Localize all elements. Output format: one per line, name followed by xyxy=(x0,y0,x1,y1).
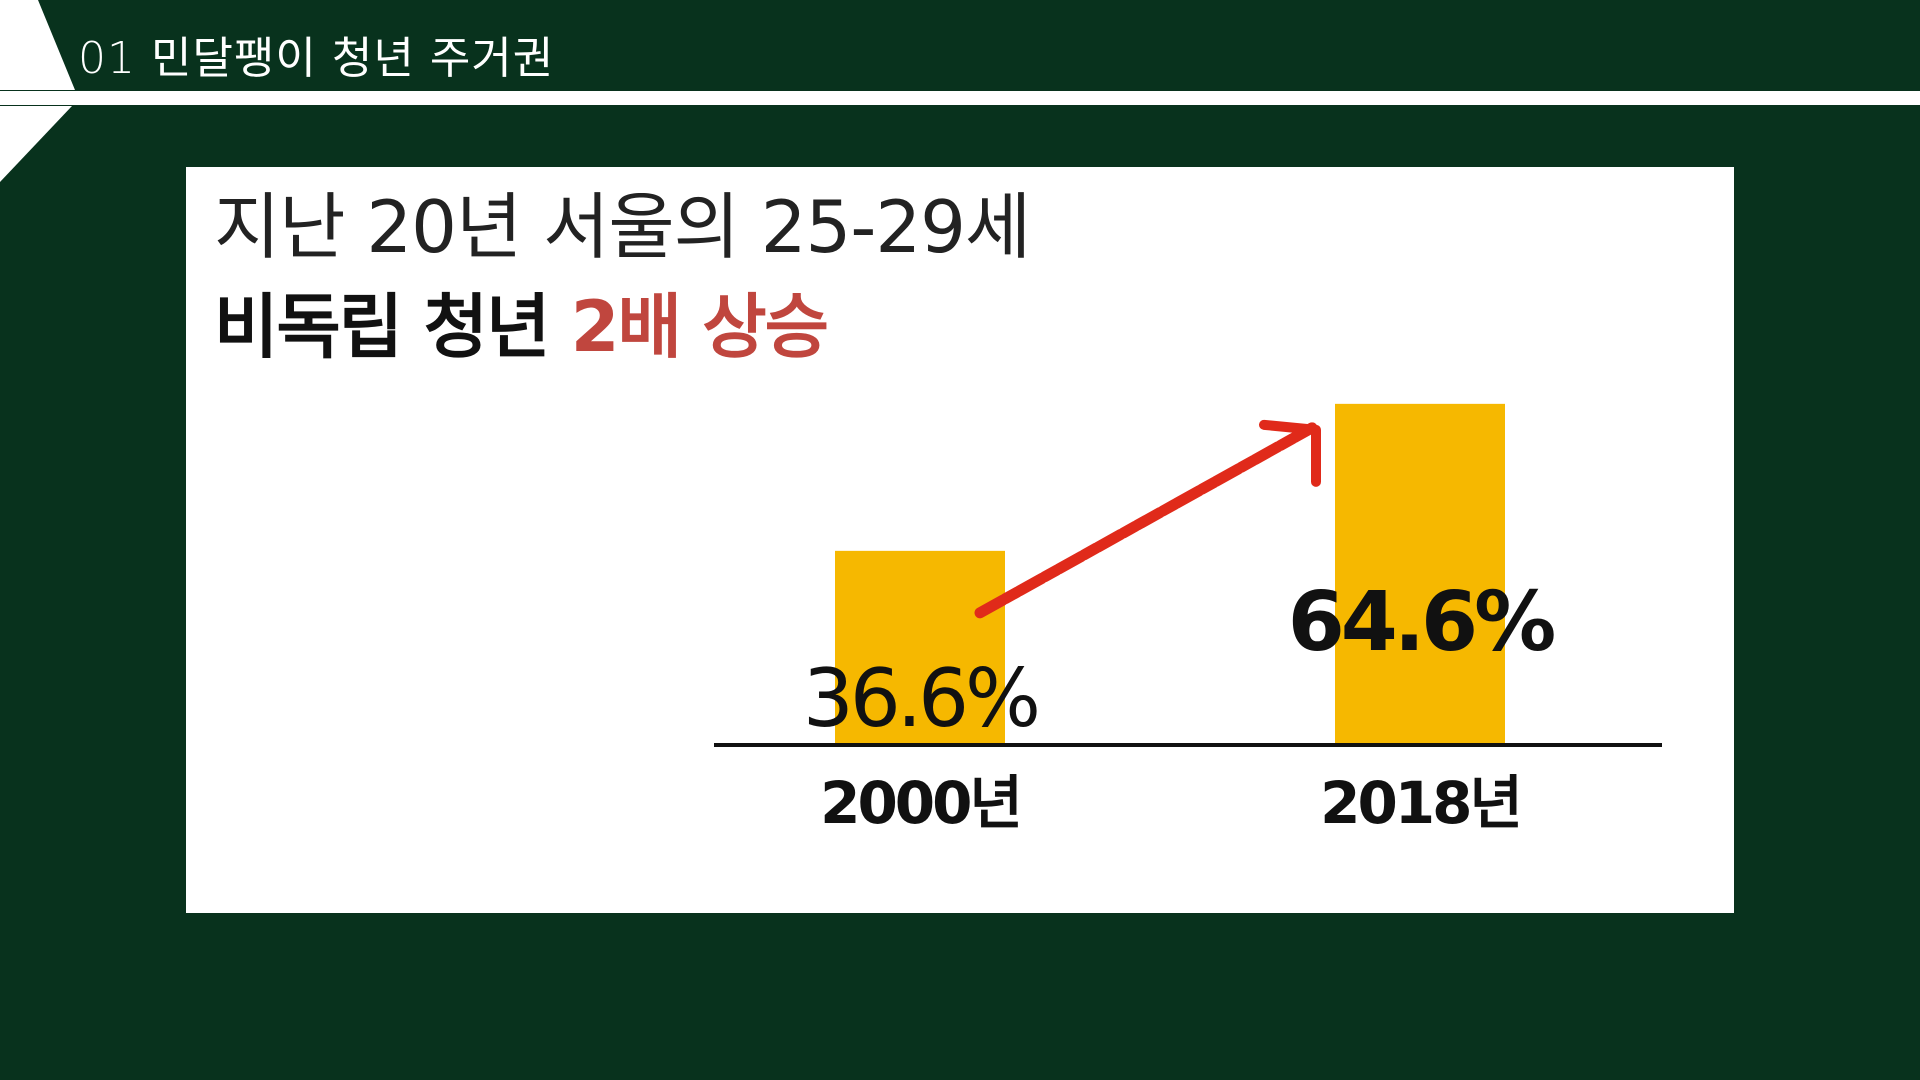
subhead-red-text: 2배 상승 xyxy=(570,286,829,368)
trend-arrow-line xyxy=(974,422,1318,619)
slide-headline: 지난 20년 서울의 25-29세 xyxy=(214,185,1031,269)
subhead-black-text: 비독립 청년 xyxy=(214,286,550,368)
slide-subhead: 비독립 청년 2배 상승 xyxy=(214,277,829,377)
trend-arrow-head xyxy=(1259,419,1321,487)
header-divider xyxy=(0,91,1920,105)
data-label: 36.6% xyxy=(803,652,1037,745)
x-tick-label: 2000년 xyxy=(820,769,1020,837)
slide-card: 지난 20년 서울의 25-29세 비독립 청년 2배 상승 2000년 2018… xyxy=(186,167,1734,913)
header-chevron-shape xyxy=(0,0,75,182)
bar-chart: 2000년 2018년 36.6% 64.6% xyxy=(714,403,1662,837)
x-tick-label: 2018년 xyxy=(1320,769,1520,837)
section-title: 01 민달팽이 청년 주거권 xyxy=(78,33,555,84)
bar-2018년 xyxy=(1335,403,1505,743)
bar-2000년 xyxy=(835,550,1005,743)
data-label: 64.6% xyxy=(1288,575,1554,670)
